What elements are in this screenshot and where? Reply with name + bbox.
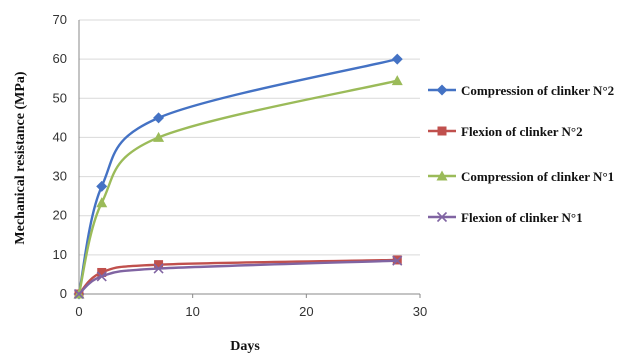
- data-point: [391, 75, 403, 86]
- legend-marker: [436, 84, 448, 96]
- y-tick-label: 10: [53, 247, 67, 262]
- legend-label: Compression of clinker N°1: [461, 169, 614, 184]
- x-axis-title: Days: [230, 339, 260, 354]
- series-line: [78, 259, 398, 295]
- series-line: [77, 57, 398, 295]
- legend-marker: [436, 170, 448, 181]
- y-tick-label: 40: [53, 129, 67, 144]
- y-axis-title: Mechanical resistance (MPa): [13, 71, 28, 244]
- y-tick-label: 60: [53, 51, 67, 66]
- data-point: [96, 197, 108, 208]
- series-line: [78, 258, 398, 295]
- data-point: [154, 260, 164, 270]
- data-point: [73, 288, 85, 300]
- legend-marker: [436, 211, 448, 223]
- y-tick-label: 50: [53, 90, 67, 105]
- legend-entry-2: Flexion of clinker N°2: [428, 124, 583, 139]
- legend-entry-3: Compression of clinker N°1: [428, 169, 614, 184]
- x-tick-label: 20: [299, 304, 313, 319]
- data-point: [153, 263, 164, 274]
- data-point: [391, 53, 403, 65]
- legend-label: Compression of clinker N°2: [461, 83, 614, 98]
- data-point: [153, 131, 165, 142]
- x-tick-label: 30: [413, 304, 427, 319]
- y-tick-label: 20: [53, 208, 67, 223]
- x-tick-label: 10: [185, 304, 199, 319]
- legend-entry-1: Compression of clinker N°2: [428, 83, 614, 98]
- data-point: [96, 271, 107, 282]
- x-tick-label: 0: [75, 304, 82, 319]
- legend-label: Flexion of clinker N°1: [461, 210, 583, 225]
- legend: Compression of clinker N°2 Flexion of cli…: [428, 83, 614, 225]
- data-point: [392, 255, 403, 266]
- axes: 0 10 20 30 40 50 60 70 0 10 20 30: [53, 12, 428, 319]
- y-tick-label: 0: [60, 286, 67, 301]
- legend-marker: [437, 126, 447, 136]
- legend-entry-4: Flexion of clinker N°1: [428, 210, 583, 225]
- plot-area: [73, 53, 403, 300]
- series-line: [77, 79, 398, 295]
- data-point: [96, 180, 108, 192]
- data-point: [97, 267, 107, 277]
- y-tick-label: 30: [53, 169, 67, 184]
- gridlines: [79, 19, 420, 256]
- data-point: [153, 112, 165, 124]
- series-4: [73, 255, 403, 300]
- legend-label: Flexion of clinker N°2: [461, 124, 583, 139]
- y-tick-label: 70: [53, 12, 67, 27]
